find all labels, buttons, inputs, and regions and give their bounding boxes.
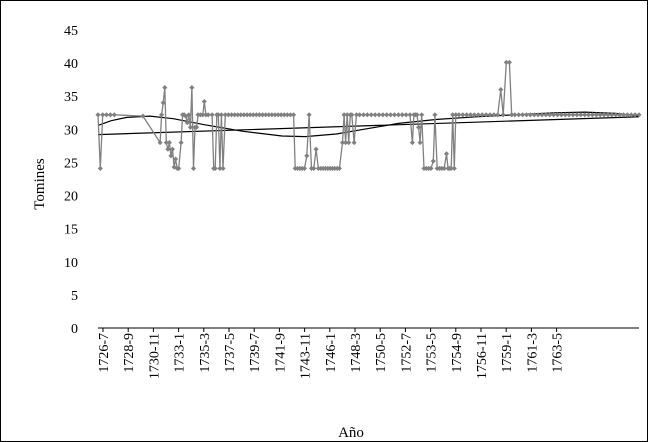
y-tick-label: 40 bbox=[64, 57, 78, 72]
data-point bbox=[220, 165, 226, 171]
x-tick-label: 1733-1 bbox=[173, 333, 188, 373]
data-point bbox=[187, 124, 193, 130]
data-point bbox=[448, 165, 454, 171]
x-tick-label: 1735-3 bbox=[198, 333, 213, 373]
data-point bbox=[173, 156, 179, 162]
axes bbox=[98, 327, 639, 332]
data-point bbox=[165, 146, 171, 152]
x-tick-labels: 1726-7 1728-9 1730-11 1733-1 1735-3 1737-5 173… bbox=[97, 333, 566, 379]
y-tick-labels: 0 5 10 15 20 25 30 35 40 45 bbox=[64, 24, 78, 337]
data-point bbox=[107, 112, 113, 118]
linear-trendline bbox=[97, 116, 640, 136]
x-tick-label: 1759-1 bbox=[500, 333, 515, 373]
data-point bbox=[432, 112, 438, 118]
data-point bbox=[178, 140, 184, 146]
data-point bbox=[176, 165, 182, 171]
x-tick-label: 1752-7 bbox=[399, 333, 414, 373]
data-point bbox=[103, 112, 110, 118]
data-point bbox=[212, 165, 218, 171]
data-point bbox=[509, 112, 515, 118]
data-point bbox=[159, 112, 165, 118]
data-point bbox=[157, 140, 163, 146]
data-point bbox=[201, 98, 207, 105]
x-tick-label: 1756-11 bbox=[475, 333, 490, 379]
data-point bbox=[163, 140, 169, 146]
data-point bbox=[339, 140, 346, 146]
x-tick-label: 1739-7 bbox=[248, 333, 263, 373]
data-point bbox=[241, 112, 247, 118]
data-point bbox=[304, 153, 310, 159]
data-point bbox=[500, 112, 506, 118]
data-point bbox=[351, 140, 357, 146]
y-tick-label: 35 bbox=[64, 90, 78, 105]
x-tick-label: 1726-7 bbox=[97, 333, 112, 373]
data-point bbox=[166, 140, 172, 146]
data-point bbox=[140, 113, 146, 119]
data-point bbox=[346, 140, 352, 146]
y-axis-title: Tomines bbox=[32, 158, 48, 210]
data-point bbox=[419, 112, 425, 118]
series-layer bbox=[95, 59, 642, 171]
x-tick-label: 1753-5 bbox=[425, 333, 440, 373]
data-point bbox=[194, 124, 200, 130]
y-tick-label: 0 bbox=[71, 322, 78, 337]
data-point bbox=[498, 87, 504, 93]
x-tick-label: 1743-11 bbox=[299, 333, 314, 379]
x-tick-label: 1746-1 bbox=[324, 333, 339, 373]
y-tick-label: 10 bbox=[64, 256, 78, 271]
data-point bbox=[218, 112, 224, 118]
x-tick-label: 1763-5 bbox=[551, 333, 566, 373]
data-point bbox=[306, 112, 312, 118]
y-tick-label: 5 bbox=[71, 289, 78, 304]
data-point bbox=[506, 59, 512, 65]
data-point bbox=[189, 85, 195, 91]
x-tick-label: 1728-9 bbox=[122, 333, 137, 373]
data-point bbox=[95, 112, 101, 118]
data-point bbox=[168, 153, 174, 159]
y-tick-label: 30 bbox=[64, 123, 78, 138]
data-point bbox=[190, 165, 197, 171]
data-point bbox=[169, 146, 176, 152]
data-point bbox=[430, 158, 436, 164]
data-point bbox=[495, 112, 501, 118]
x-tick-label: 1750-5 bbox=[374, 333, 389, 373]
x-tick-label: 1741-9 bbox=[273, 333, 288, 373]
x-tick-label: 1737-5 bbox=[223, 333, 238, 373]
data-point bbox=[111, 112, 117, 118]
data-point bbox=[409, 140, 415, 146]
data-point bbox=[184, 120, 190, 126]
y-tick-label: 45 bbox=[64, 24, 78, 39]
x-axis-title: Año bbox=[338, 425, 364, 441]
x-tick-label: 1730-11 bbox=[147, 333, 162, 379]
data-point bbox=[451, 165, 457, 171]
data-point bbox=[441, 165, 447, 171]
y-tick-label: 15 bbox=[64, 223, 78, 238]
x-tick-label: 1754-9 bbox=[450, 333, 465, 373]
data-point bbox=[313, 146, 319, 152]
y-tick-label: 20 bbox=[64, 190, 78, 205]
data-point bbox=[443, 151, 450, 157]
data-point bbox=[225, 112, 231, 118]
data-point bbox=[291, 112, 297, 118]
y-tick-label: 25 bbox=[64, 156, 78, 171]
data-point bbox=[209, 112, 215, 118]
x-tick-label: 1748-3 bbox=[349, 333, 364, 373]
x-tick-label: 1761-3 bbox=[525, 333, 540, 373]
data-point bbox=[162, 85, 168, 91]
data-point bbox=[97, 165, 103, 171]
data-point bbox=[417, 140, 423, 146]
